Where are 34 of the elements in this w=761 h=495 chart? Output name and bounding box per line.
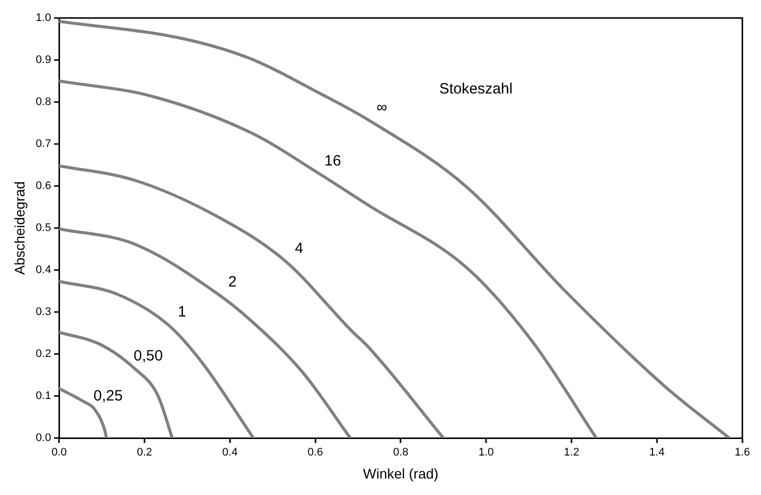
y-tick-label: 0.4 (36, 264, 52, 276)
series-label: 4 (294, 240, 304, 257)
y-axis-title: Abscheidegrad (11, 181, 28, 275)
line-series (59, 80, 598, 438)
line-series (59, 164, 445, 438)
x-tick-label: 1.6 (734, 446, 750, 459)
y-tick-label: 0.5 (36, 222, 52, 234)
line-series (59, 330, 174, 438)
y-tick-label: 0.8 (36, 96, 52, 108)
y-tick-label: 0.3 (36, 306, 52, 318)
x-tick-label: 0.2 (136, 446, 152, 459)
y-tick-label: 0.2 (36, 348, 52, 360)
series-label: 16 (324, 152, 342, 170)
x-tick-label: 0.6 (308, 446, 323, 459)
y-tick-label: 0.9 (36, 54, 52, 66)
series-label: 0,50 (134, 347, 163, 364)
y-tick-label: 0.1 (36, 390, 52, 402)
y-tick-label: 0.0 (36, 432, 52, 444)
x-tick-label: 0.0 (51, 446, 67, 459)
line-series (59, 227, 352, 438)
y-tick-label: 0.6 (36, 180, 52, 192)
x-tick-label: 1.2 (564, 446, 580, 459)
x-tick-label: 1.0 (478, 446, 494, 459)
x-tick-label: 0.4 (222, 446, 238, 459)
x-axis-title: Winkel (rad) (362, 465, 438, 482)
series-label: 1 (178, 304, 186, 321)
y-tick-label: 1.0 (36, 12, 52, 24)
y-tick-label: 0.7 (36, 138, 52, 150)
series-label: 0,25 (94, 388, 123, 405)
series-label: ∞ (376, 98, 388, 116)
series-label: 2 (228, 274, 237, 290)
x-tick-label: 0.8 (393, 446, 408, 459)
x-tick-label: 1.4 (649, 446, 665, 459)
annotation: Stokeszahl (439, 80, 513, 98)
